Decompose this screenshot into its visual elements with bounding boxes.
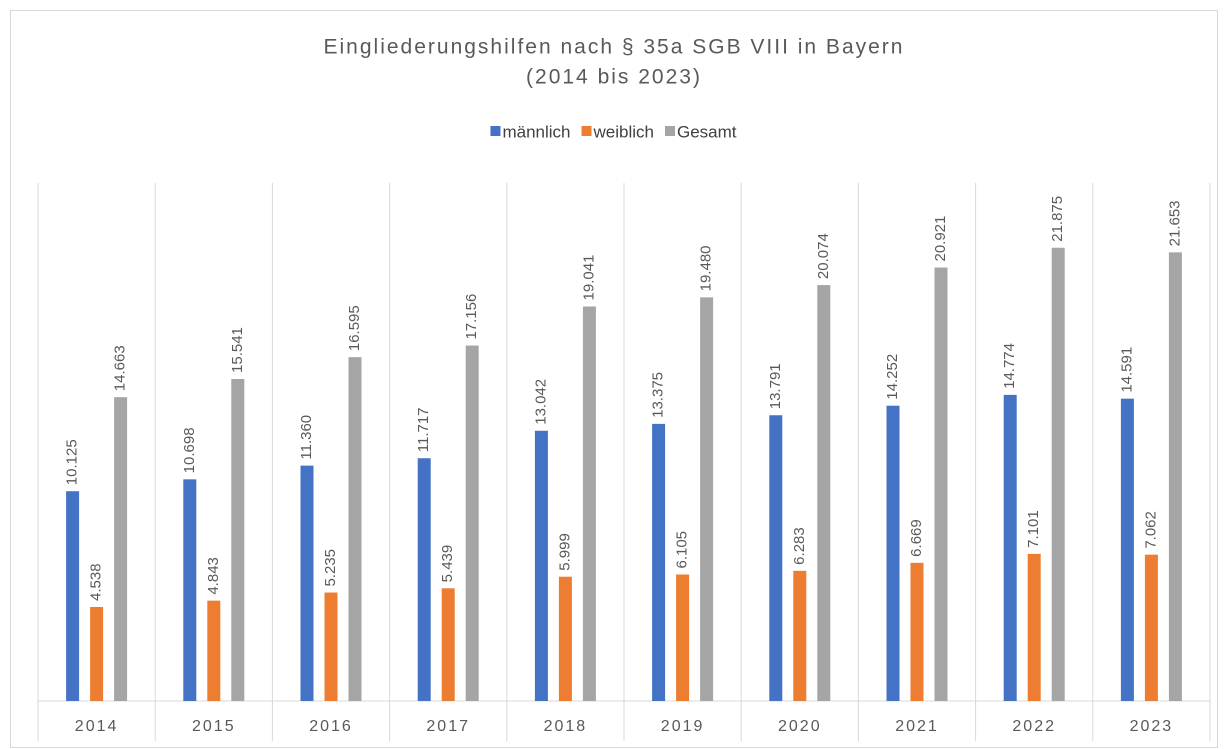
- data-label: 14.252: [884, 354, 901, 400]
- data-label: 14.774: [1001, 343, 1018, 389]
- bar: [886, 405, 900, 701]
- data-label: 14.591: [1118, 347, 1135, 393]
- x-tick-label: 2017: [426, 718, 470, 735]
- bar: [558, 576, 572, 701]
- legend-label: weiblich: [593, 122, 654, 141]
- data-label: 19.041: [580, 255, 597, 301]
- data-label: 6.669: [908, 519, 925, 557]
- data-label: 20.074: [815, 233, 832, 279]
- bar: [582, 306, 596, 701]
- legend-swatch: [490, 126, 501, 136]
- bar: [1051, 247, 1065, 701]
- bar: [417, 458, 431, 701]
- legend-label: Gesamt: [677, 122, 737, 141]
- data-label: 21.875: [1049, 196, 1066, 242]
- bar: [207, 600, 221, 701]
- bar: [534, 430, 548, 701]
- legend-label: männlich: [502, 122, 570, 141]
- bar: [231, 378, 245, 701]
- bar: [324, 592, 338, 701]
- data-label: 14.663: [112, 345, 129, 391]
- x-tick-label: 2016: [309, 718, 353, 735]
- chart-title: Eingliederungshilfen nach § 35a SGB VIII…: [324, 36, 905, 59]
- legend-swatch: [581, 126, 592, 136]
- x-tick-label: 2015: [192, 718, 236, 735]
- data-label: 6.283: [791, 527, 808, 565]
- data-label: 4.538: [88, 563, 105, 601]
- x-tick-label: 2021: [895, 718, 939, 735]
- data-label: 4.843: [205, 557, 222, 595]
- data-label: 13.791: [767, 363, 784, 409]
- data-label: 16.595: [346, 305, 363, 351]
- data-label: 20.921: [932, 216, 949, 262]
- bar: [441, 588, 455, 701]
- x-tick-label: 2022: [1012, 718, 1056, 735]
- bar: [793, 570, 807, 701]
- data-label: 10.698: [181, 427, 198, 473]
- bar: [90, 606, 104, 701]
- data-label: 5.235: [322, 549, 339, 587]
- data-label: 7.062: [1142, 511, 1159, 549]
- bar: [934, 267, 948, 701]
- data-label: 5.439: [439, 545, 456, 583]
- bar: [300, 465, 314, 701]
- bar: [183, 479, 197, 701]
- bar: [769, 415, 783, 701]
- bar: [1144, 554, 1158, 701]
- bar: [66, 491, 80, 701]
- bar: [1027, 553, 1041, 701]
- data-label: 6.105: [674, 531, 691, 569]
- legend-swatch: [665, 126, 675, 136]
- bar: [465, 345, 479, 701]
- bar: [910, 562, 924, 701]
- data-label: 17.156: [463, 294, 480, 340]
- data-label: 5.999: [556, 533, 573, 571]
- x-tick-label: 2018: [544, 718, 588, 735]
- data-label: 19.480: [698, 245, 715, 291]
- bar: [676, 574, 690, 701]
- data-label: 11.717: [415, 407, 432, 452]
- bar: [1120, 398, 1134, 701]
- chart-subtitle: (2014 bis 2023): [526, 66, 702, 89]
- x-tick-label: 2014: [75, 718, 119, 735]
- data-label: 7.101: [1025, 510, 1042, 548]
- data-label: 15.541: [229, 327, 246, 373]
- x-tick-label: 2023: [1130, 718, 1174, 735]
- x-tick-label: 2020: [778, 718, 822, 735]
- bar: [114, 397, 128, 701]
- bar: [700, 297, 714, 701]
- bar: [1003, 394, 1017, 701]
- data-label: 10.125: [64, 439, 81, 485]
- data-label: 21.653: [1166, 200, 1183, 246]
- x-tick-label: 2019: [661, 718, 705, 735]
- data-label: 13.042: [532, 379, 549, 425]
- bar: [348, 357, 362, 701]
- bar: [1168, 252, 1182, 701]
- data-label: 13.375: [650, 372, 667, 418]
- bar: [817, 285, 831, 701]
- bar: [652, 423, 666, 701]
- data-label: 11.360: [298, 415, 315, 460]
